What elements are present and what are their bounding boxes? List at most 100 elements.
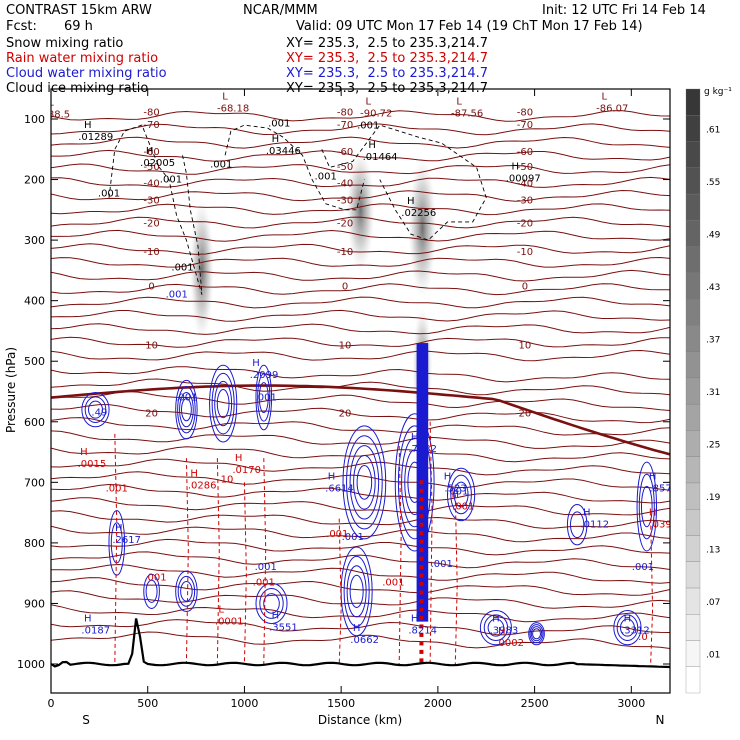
temperature-line [51, 123, 670, 136]
x-tick-label: 0 [48, 697, 55, 710]
temperature-line [51, 391, 670, 411]
temperature-line [51, 538, 670, 556]
plot-frame [50, 88, 671, 694]
terrain-line [51, 618, 670, 669]
cloud-water-contour [349, 445, 380, 520]
extremum-label: H.3983 [490, 614, 519, 637]
temperature-line [51, 366, 670, 383]
extremum-kind: L [218, 605, 224, 616]
extremum-value: .3551 [269, 623, 298, 634]
ice-shade [346, 149, 375, 270]
contour-value-label: .001 [175, 393, 197, 404]
temperature-label: -10 [143, 247, 159, 258]
rain-marker [419, 624, 424, 629]
colorbar-box [685, 614, 701, 641]
extremum-kind: H [452, 490, 460, 501]
rain-marker [419, 480, 424, 485]
contour-value-label: .001 [98, 189, 120, 200]
extremum-label: H.02005 [140, 146, 175, 169]
extremum-label: H.00097 [506, 161, 541, 184]
temperature-label: 10 [145, 340, 158, 351]
rain-contour [650, 518, 654, 665]
extremum-kind: L [601, 92, 607, 103]
x-axis-title: Distance (km) [318, 713, 402, 727]
y-tick-label: 700 [24, 476, 45, 489]
extremum-kind: H [444, 471, 452, 482]
extremum-kind: H [252, 358, 260, 369]
rain-marker [419, 531, 424, 536]
temperature-label: -10 [517, 247, 533, 258]
colorbar: .01 .07 .13 .19 .25 .31 .37 .43 .49 .55 .61 [685, 88, 721, 694]
temperature-contours: -80 -80 -80-70 -70 -70-60 -60 -60-50 -50 -50-40-… [51, 108, 670, 649]
extremum-value: -68.18 [217, 104, 249, 115]
temperature-line [51, 136, 670, 149]
forecast-label: Fcst: [6, 19, 37, 34]
temperature-line [51, 229, 670, 242]
temperature-line [51, 349, 670, 362]
contour-value-label: .49 [91, 408, 107, 419]
extremum-kind: H [272, 134, 280, 145]
cloud-water-contour [84, 396, 107, 423]
cloud-water-contour [263, 593, 280, 614]
temperature-line [51, 283, 670, 296]
colorbar-box [685, 587, 701, 615]
colorbar-label: .49 [706, 230, 721, 240]
cloud-water-contour [179, 392, 194, 428]
rain-marker [419, 649, 424, 654]
rain-contour [454, 494, 458, 665]
temperature-line [51, 631, 670, 649]
extremum-label: H.03446 [266, 134, 301, 157]
south-label: S [82, 713, 90, 727]
colorbar-box [685, 298, 701, 326]
extremum-label: H.0187 [81, 614, 110, 637]
extremum-kind: L [365, 97, 371, 108]
colorbar-label: .31 [706, 388, 720, 398]
rain-marker [419, 641, 424, 646]
colorbar-label: .37 [706, 335, 720, 345]
rain-marker [419, 565, 424, 570]
y-tick-label: 800 [24, 537, 45, 550]
north-label: N [656, 713, 665, 727]
center-name: NCAR/MMM [243, 3, 318, 18]
snow-contour [224, 124, 365, 211]
cloud-water-contour [88, 400, 103, 419]
cloud-water-contour [110, 522, 123, 564]
colorbar-label: .25 [706, 441, 720, 451]
rain-marker [419, 658, 424, 663]
colorbar-box [685, 666, 701, 694]
temperature-label: -70 [143, 120, 159, 131]
contour-value-label: .001 [106, 483, 128, 494]
temperature-label: -20 [143, 219, 159, 230]
temperature-label: 0 [522, 282, 528, 293]
rain-contour [263, 458, 267, 665]
temperature-label: -40 [337, 179, 353, 190]
extremum-kind: H [411, 432, 419, 443]
temperature-label: -30 [143, 196, 159, 207]
y-tick-label: 900 [24, 597, 45, 610]
colorbar-box [685, 193, 701, 221]
temperature-label: 20 [519, 409, 532, 420]
x-tick-label: 500 [137, 697, 158, 710]
extremum-value: .0001 [215, 617, 244, 628]
temperature-line [51, 590, 670, 609]
extremum-label: H.01464 [363, 140, 398, 163]
extremum-label: H.3312 [621, 614, 650, 637]
temperature-label: -20 [337, 219, 353, 230]
cloud-water-contour [640, 485, 653, 528]
temperature-line [51, 430, 670, 449]
extremum-value: .523 [444, 483, 466, 494]
extremum-value: .01289 [78, 132, 113, 143]
contour-value-label: .001 [357, 121, 379, 132]
temperature-label: -30 [337, 196, 353, 207]
cloud-water-contour [346, 435, 383, 530]
colorbar-box [685, 640, 701, 667]
extremum-kind: H [272, 611, 280, 622]
contour-value-label: .001 [210, 159, 232, 170]
x-tick-label: 3000 [617, 697, 645, 710]
rain-marker [419, 539, 424, 544]
axes: 0 500 1000 1500 2000 2500 30001002003004005006… [17, 89, 670, 710]
extremum-kind: H [235, 453, 243, 464]
extremum-value: -87.56 [451, 109, 483, 120]
colorbar-box [685, 167, 701, 195]
